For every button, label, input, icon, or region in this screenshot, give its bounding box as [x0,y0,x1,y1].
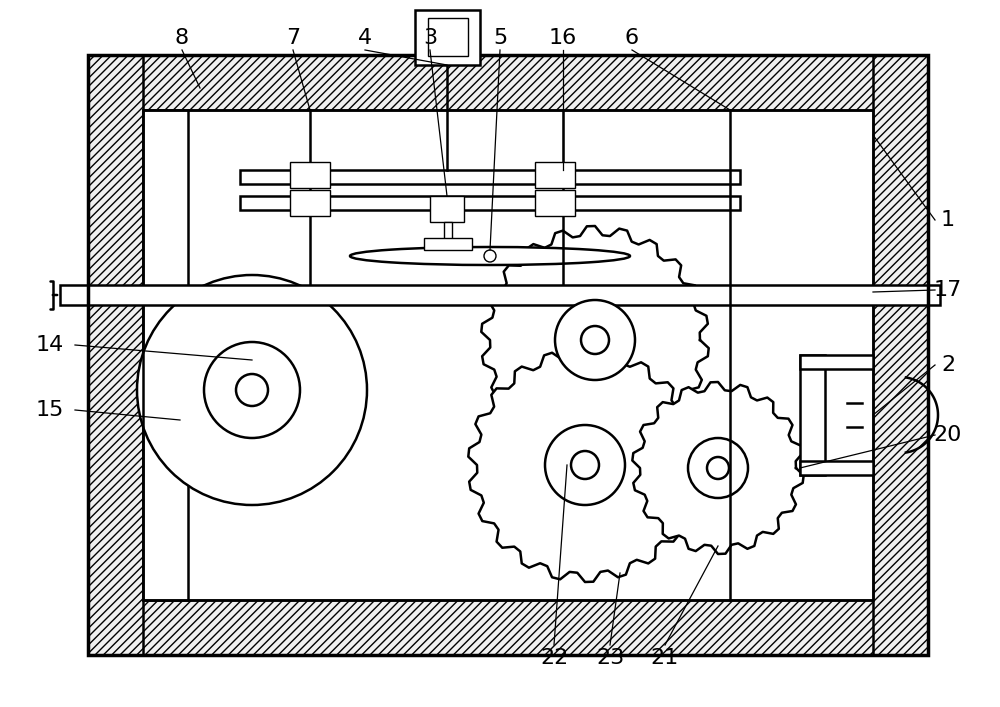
Bar [873,55,928,655]
Text: 20: 20 [934,425,962,445]
Circle shape [571,451,599,479]
Ellipse shape [350,247,630,265]
Polygon shape [481,226,709,454]
Bar [88,55,928,110]
Bar [88,55,928,655]
Polygon shape [632,382,804,554]
Text: 23: 23 [596,648,624,668]
Bar [240,170,740,184]
Circle shape [555,300,635,380]
Bar [430,196,464,222]
Text: 8: 8 [175,28,189,48]
Bar [143,110,188,600]
Circle shape [137,275,367,505]
Bar [290,162,330,188]
Bar [800,461,873,475]
Text: 15: 15 [36,400,64,420]
Text: 1: 1 [941,210,955,230]
Text: 22: 22 [540,648,568,668]
Circle shape [688,438,748,498]
Bar [60,285,940,305]
Bar [424,238,472,250]
Bar [800,355,873,369]
Text: 6: 6 [625,28,639,48]
Circle shape [236,374,268,406]
Text: 17: 17 [934,280,962,300]
Bar [240,196,740,210]
Bar [444,222,452,240]
Bar [143,110,873,600]
Circle shape [204,342,300,438]
Text: 16: 16 [549,28,577,48]
Bar [535,162,575,188]
Circle shape [707,457,729,479]
Polygon shape [468,348,702,582]
Text: 5: 5 [493,28,507,48]
Text: 2: 2 [941,355,955,375]
Circle shape [581,326,609,354]
Bar [290,190,330,216]
Text: 14: 14 [36,335,64,355]
Circle shape [484,250,496,262]
Bar [88,600,928,655]
Bar [800,355,825,475]
Text: 3: 3 [423,28,437,48]
Bar [428,18,468,56]
Bar [535,190,575,216]
Circle shape [545,425,625,505]
Text: 21: 21 [651,648,679,668]
Text: 4: 4 [358,28,372,48]
Text: 7: 7 [286,28,300,48]
Bar [88,55,143,655]
Bar [415,10,480,65]
